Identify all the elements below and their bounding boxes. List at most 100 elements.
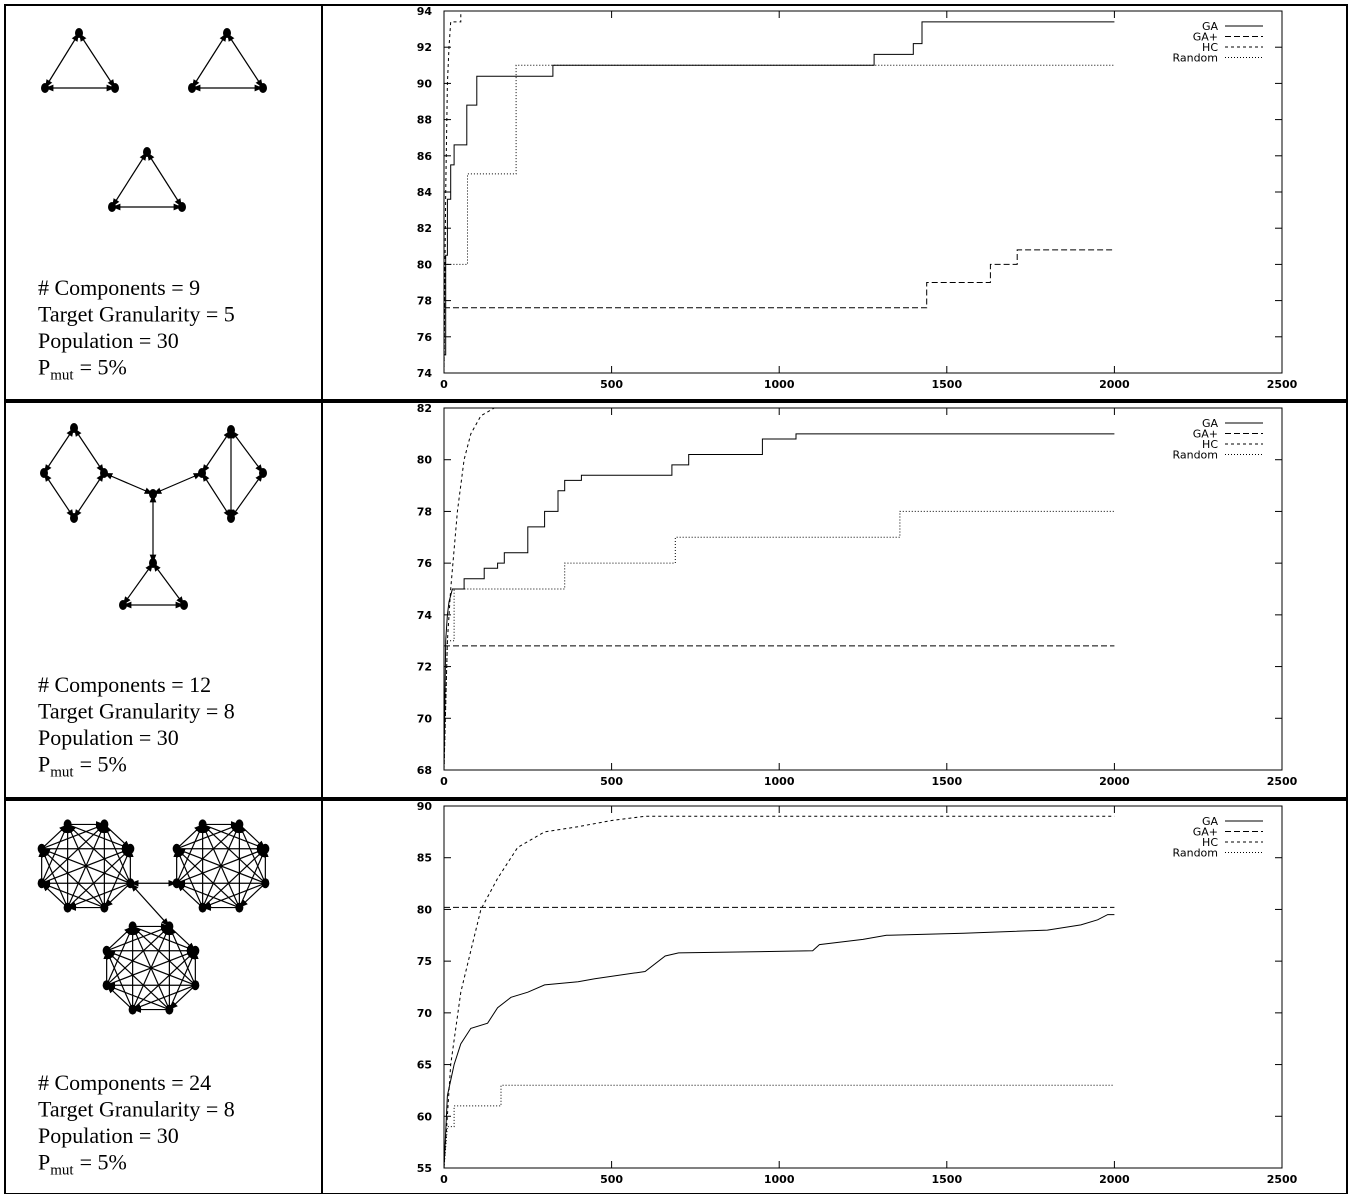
diagram-edge <box>169 926 195 950</box>
y-tick-label: 74 <box>417 367 433 380</box>
diagram-node <box>199 903 207 913</box>
diagram-edge <box>42 824 105 883</box>
plot-frame <box>444 806 1282 1168</box>
diagram-edge <box>107 926 133 950</box>
diagram-node <box>149 558 157 568</box>
diagram-edge <box>42 883 68 907</box>
diagram-edge <box>192 33 227 88</box>
diagram-node <box>64 819 72 829</box>
diagram-edge <box>68 824 131 883</box>
diagram-edge <box>44 473 74 518</box>
panel-text: Target Granularity = 8 <box>38 699 235 724</box>
diagram-edge <box>177 883 203 907</box>
y-tick-label: 75 <box>417 955 432 968</box>
diagram-node <box>129 921 137 931</box>
diagram-node <box>41 83 49 93</box>
diagram-node <box>223 28 231 38</box>
diagram-node <box>261 844 269 854</box>
diagram-edge <box>177 824 203 848</box>
diagram-node <box>38 878 46 888</box>
diagram-node <box>103 980 111 990</box>
diagram-node <box>235 903 243 913</box>
y-tick-label: 65 <box>417 1059 432 1072</box>
x-tick-label: 2000 <box>1099 775 1130 788</box>
x-tick-label: 2500 <box>1267 775 1298 788</box>
diagram-edge <box>177 849 240 908</box>
diagram-edge <box>239 824 265 848</box>
y-tick-label: 78 <box>417 295 432 308</box>
series-line <box>444 915 1114 1168</box>
panel-text: # Components = 24 <box>38 1070 211 1095</box>
x-tick-label: 2000 <box>1099 1173 1130 1186</box>
diagram-edge <box>68 849 131 908</box>
diagram-node <box>188 83 196 93</box>
pmut-subscript: mut <box>50 1163 74 1179</box>
x-tick-label: 1500 <box>931 775 962 788</box>
x-tick-label: 2500 <box>1267 378 1298 391</box>
x-tick-label: 2500 <box>1267 1173 1298 1186</box>
diagram-edge <box>104 883 130 907</box>
diagram-edge <box>227 33 263 88</box>
x-tick-label: 1000 <box>764 378 795 391</box>
diagram-edge <box>231 430 263 473</box>
legend-label: Random <box>1172 449 1218 462</box>
diagram-node <box>178 202 186 212</box>
diagram-node <box>259 83 267 93</box>
diagram-edge <box>231 473 263 518</box>
pmut-value: = 5% <box>80 1150 127 1175</box>
diagram-node <box>191 946 199 956</box>
y-tick-label: 74 <box>417 609 433 622</box>
panel-text: Population = 30 <box>38 725 179 750</box>
diagram-node <box>70 513 78 523</box>
diagram-edge <box>169 985 195 1009</box>
diagram-edge <box>104 473 153 494</box>
y-tick-label: 70 <box>417 712 433 725</box>
pmut-subscript: mut <box>50 765 74 781</box>
diagram-edge <box>203 849 266 908</box>
y-tick-label: 86 <box>417 150 433 163</box>
y-tick-label: 94 <box>417 5 433 18</box>
x-tick-label: 0 <box>440 1173 448 1186</box>
series-line <box>444 816 1114 1168</box>
x-tick-label: 500 <box>600 775 623 788</box>
panel-frame <box>5 402 1347 798</box>
y-tick-label: 84 <box>417 186 433 199</box>
diagram-node <box>100 819 108 829</box>
diagram-edge <box>112 152 147 207</box>
diagram-node <box>143 147 151 157</box>
diagram-node <box>75 28 83 38</box>
diagram-edge <box>107 985 133 1009</box>
diagram-edge <box>153 563 184 605</box>
panel-text: # Components = 9 <box>38 275 200 300</box>
series-line <box>444 250 1114 308</box>
diagram-edge <box>177 824 240 883</box>
diagram-node <box>126 844 134 854</box>
y-tick-label: 80 <box>417 903 433 916</box>
diagram-node <box>111 83 119 93</box>
diagram-node <box>108 202 116 212</box>
diagram-edge <box>239 883 265 907</box>
x-tick-label: 0 <box>440 775 448 788</box>
diagram-node <box>199 819 207 829</box>
diagram-node <box>261 878 269 888</box>
pmut-value: = 5% <box>80 752 127 777</box>
diagram-node <box>64 903 72 913</box>
diagram-node <box>259 468 267 478</box>
panel-text: Target Granularity = 5 <box>38 302 235 327</box>
pmut-text: Pmut= 5% <box>38 1150 127 1179</box>
panel-text: Population = 30 <box>38 1123 179 1148</box>
diagram-edge <box>42 824 68 848</box>
pmut-value: = 5% <box>80 355 127 380</box>
diagram-edge <box>107 926 170 985</box>
diagram-edge <box>130 883 169 926</box>
diagram-node <box>129 1005 137 1015</box>
diagram-node <box>173 844 181 854</box>
y-tick-label: 88 <box>417 114 432 127</box>
diagram-edge <box>104 824 130 848</box>
pmut-symbol: P <box>38 355 50 380</box>
y-tick-label: 78 <box>417 505 432 518</box>
diagram-edge <box>203 824 266 883</box>
legend-label: Random <box>1172 847 1218 860</box>
diagram-edge <box>74 428 104 473</box>
diagram-node <box>191 980 199 990</box>
